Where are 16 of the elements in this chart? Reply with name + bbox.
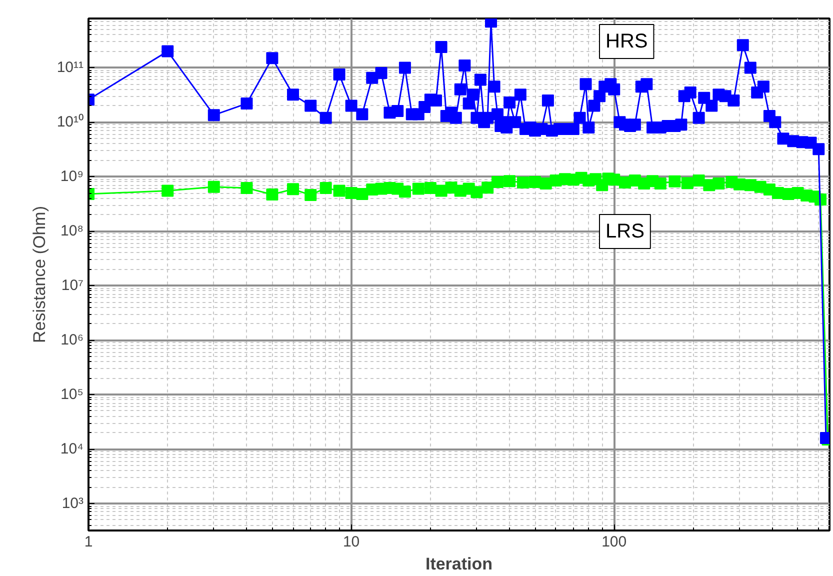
y-tick-label: 10⁹	[60, 168, 84, 186]
y-tick-label: 10¹¹	[56, 59, 84, 76]
y-tick-label: 10³	[62, 495, 84, 512]
y-tick-label: 10⁷	[61, 277, 84, 294]
x-tick-label: 10	[342, 534, 360, 550]
y-tick-label: 10⁵	[60, 386, 84, 404]
x-axis-title: Iteration	[425, 554, 493, 574]
y-axis-title: Resistance (Ohm)	[30, 206, 49, 343]
x-tick-label: 1	[84, 534, 93, 550]
series-label: HRS	[606, 30, 648, 52]
series-label: LRS	[606, 220, 644, 242]
y-tick-label: 10¹⁰	[56, 114, 84, 131]
x-tick-label: 100	[602, 534, 627, 550]
y-tick-label: 10⁴	[60, 440, 84, 458]
y-tick-label: 10⁶	[60, 332, 84, 349]
y-tick-label: 10⁸	[60, 222, 84, 240]
